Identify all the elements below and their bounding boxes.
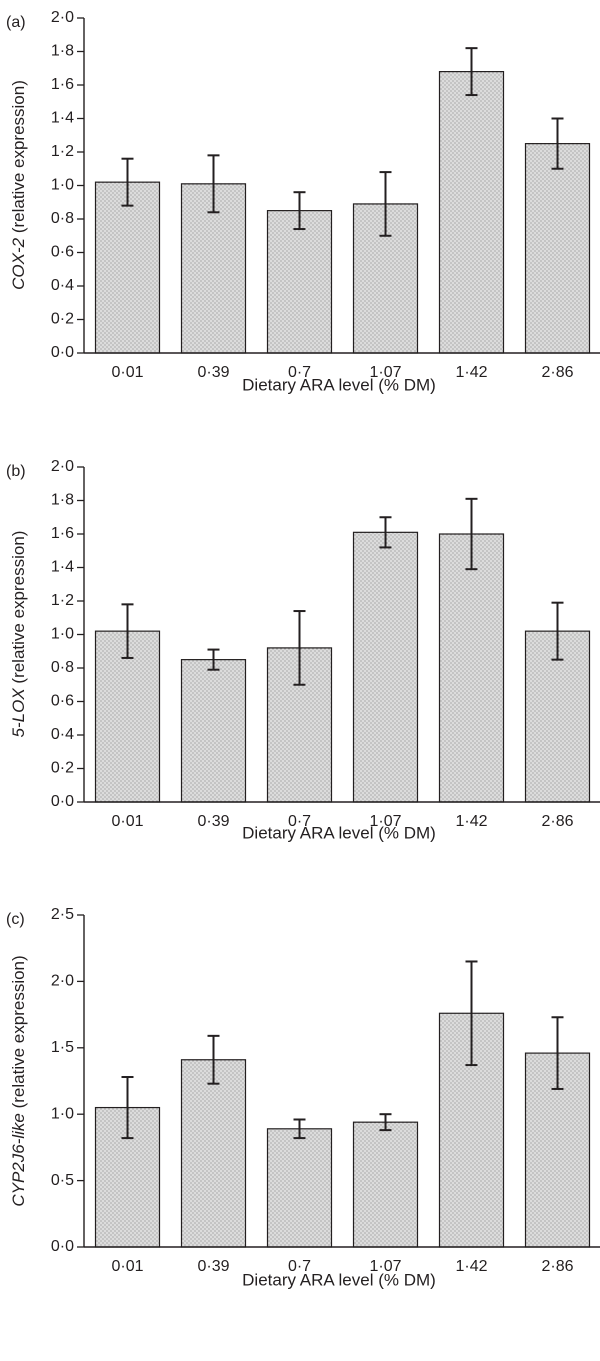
x-tick-label: 0·01 — [111, 1258, 143, 1275]
y-tick-label: 1·4 — [51, 110, 74, 127]
panel-label: (b) — [6, 463, 26, 480]
x-tick-label: 0·01 — [111, 364, 143, 381]
x-tick-label: 0·7 — [288, 813, 311, 830]
y-tick-label: 1·2 — [51, 143, 74, 160]
y-axis-title: CYP2J6-like (relative expression) — [9, 955, 28, 1206]
bar — [266, 210, 333, 354]
bar — [352, 531, 419, 803]
y-tick-label: 1·2 — [51, 592, 74, 609]
bar — [180, 1059, 247, 1248]
y-tick-label: 0·5 — [51, 1172, 74, 1189]
x-tick-label: 1·42 — [455, 364, 487, 381]
y-tick-label: 1·4 — [51, 559, 74, 576]
bar — [266, 1128, 333, 1248]
x-tick-label: 0·39 — [197, 813, 229, 830]
bar — [352, 1121, 419, 1248]
panel-label: (c) — [6, 911, 25, 928]
chart-panel-3: (c) 0·0 0·5 1·0 1·5 2·0 2·5 0·01 0·39 0·7 1·07 1·42… — [6, 906, 600, 1289]
y-tick-label: 2·5 — [51, 906, 74, 923]
bar — [438, 533, 505, 803]
y-tick-label: 0·0 — [51, 793, 74, 810]
y-tick-label: 1·5 — [51, 1039, 74, 1056]
y-tick-label: 1·6 — [51, 76, 74, 93]
bar — [524, 143, 591, 354]
x-tick-label: 2·86 — [541, 364, 573, 381]
y-axis-title-suffix: (relative expression) — [9, 531, 28, 689]
x-tick-label: 1·42 — [455, 813, 487, 830]
x-tick-label: 0·01 — [111, 813, 143, 830]
y-tick-label: 1·8 — [51, 43, 74, 60]
y-tick-label: 1·0 — [51, 1105, 74, 1122]
y-tick-label: 0·2 — [51, 311, 74, 328]
x-tick-label: 0·7 — [288, 1258, 311, 1275]
y-tick-label: 2·0 — [51, 458, 74, 475]
y-tick-label: 1·8 — [51, 492, 74, 509]
x-axis-title: Dietary ARA level (% DM) — [242, 375, 436, 394]
x-axis-title: Dietary ARA level (% DM) — [242, 823, 436, 842]
panel-label: (a) — [6, 14, 26, 31]
x-tick-label: 2·86 — [541, 813, 573, 830]
y-axis-title: COX-2 (relative expression) — [9, 80, 28, 290]
y-axis-title: 5-LOX (relative expression) — [9, 531, 28, 738]
y-tick-label: 0·6 — [51, 244, 74, 261]
y-axis-title-suffix: (relative expression) — [9, 80, 28, 238]
y-tick-label: 0·2 — [51, 760, 74, 777]
chart-panel-1: (a) 0·0 0·2 0·4 0·6 0·8 1·0 1·2 1·4 1·6 1·8 2·0 0·01… — [6, 9, 600, 394]
x-tick-label: 0·39 — [197, 364, 229, 381]
y-axis-title-suffix: (relative expression) — [9, 955, 28, 1113]
y-axis-title-gene: CYP2J6-like — [9, 1113, 28, 1207]
y-tick-label: 1·6 — [51, 525, 74, 542]
bar — [180, 659, 247, 803]
y-tick-label: 0·4 — [51, 726, 74, 743]
x-tick-label: 1·42 — [455, 1258, 487, 1275]
x-tick-label: 0·39 — [197, 1258, 229, 1275]
y-tick-label: 0·0 — [51, 1238, 74, 1255]
bar — [94, 181, 161, 354]
y-tick-label: 2·0 — [51, 9, 74, 26]
x-tick-label: 1·07 — [369, 364, 401, 381]
x-tick-label: 2·86 — [541, 1258, 573, 1275]
x-tick-label: 0·7 — [288, 364, 311, 381]
y-tick-label: 2·0 — [51, 973, 74, 990]
bar — [94, 630, 161, 803]
y-tick-label: 1·0 — [51, 626, 74, 643]
chart-panel-2: (b) 0·0 0·2 0·4 0·6 0·8 1·0 1·2 1·4 1·6 1·8 2·0 0·01… — [6, 458, 600, 842]
x-tick-label: 1·07 — [369, 1258, 401, 1275]
y-tick-label: 1·0 — [51, 177, 74, 194]
y-tick-label: 0·0 — [51, 344, 74, 361]
y-axis-title-gene: 5-LOX — [9, 688, 28, 738]
bar — [438, 70, 505, 354]
x-tick-label: 1·07 — [369, 813, 401, 830]
y-axis-title-gene: COX-2 — [9, 237, 28, 290]
y-tick-label: 0·8 — [51, 659, 74, 676]
x-axis-title: Dietary ARA level (% DM) — [242, 1270, 436, 1289]
y-tick-label: 0·4 — [51, 277, 74, 294]
y-tick-label: 0·8 — [51, 210, 74, 227]
y-tick-label: 0·6 — [51, 693, 74, 710]
